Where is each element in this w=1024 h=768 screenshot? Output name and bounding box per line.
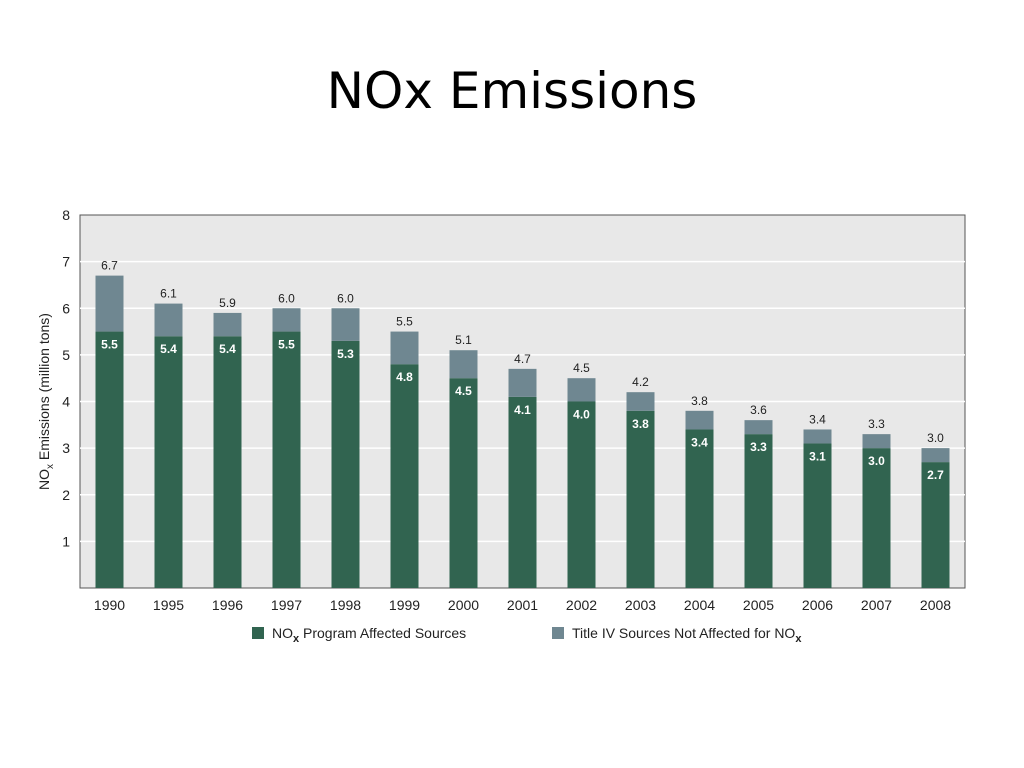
data-label: 5.4 — [219, 342, 236, 356]
y-tick-label: 4 — [62, 394, 70, 410]
total-label: 3.8 — [691, 394, 708, 408]
bar-segment-title-iv-1999[interactable] — [390, 331, 419, 365]
bar-segment-program-2006[interactable] — [803, 443, 832, 588]
x-tick-label: 2007 — [861, 597, 892, 613]
bar-segment-program-1998[interactable] — [331, 340, 360, 588]
bar-segment-program-2000[interactable] — [449, 378, 478, 588]
bar-segment-title-iv-1997[interactable] — [272, 308, 301, 332]
bar-segment-title-iv-2003[interactable] — [626, 392, 655, 411]
x-tick-label: 1990 — [94, 597, 125, 613]
y-tick-label: 7 — [62, 254, 70, 270]
x-tick-label: 2005 — [743, 597, 774, 613]
x-tick-label: 2001 — [507, 597, 538, 613]
x-tick-label: 2006 — [802, 597, 833, 613]
bar-segment-program-2005[interactable] — [744, 434, 773, 588]
x-tick-label: 2008 — [920, 597, 951, 613]
total-label: 4.2 — [632, 375, 649, 389]
total-label: 4.7 — [514, 352, 531, 366]
x-tick-label: 2004 — [684, 597, 715, 613]
bar-segment-program-2001[interactable] — [508, 396, 537, 588]
data-label: 3.1 — [809, 449, 826, 463]
y-tick-label: 2 — [62, 487, 70, 503]
x-tick-label: 1996 — [212, 597, 243, 613]
bar-segment-title-iv-2005[interactable] — [744, 420, 773, 435]
bar-segment-program-1995[interactable] — [154, 336, 183, 588]
bar-segment-title-iv-1990[interactable] — [95, 275, 124, 332]
total-label: 6.1 — [160, 287, 177, 301]
bar-segment-title-iv-2007[interactable] — [862, 434, 891, 449]
data-label: 4.0 — [573, 408, 590, 422]
bar-segment-program-2007[interactable] — [862, 448, 891, 588]
x-tick-label: 2002 — [566, 597, 597, 613]
total-label: 6.0 — [337, 291, 354, 305]
y-tick-label: 8 — [62, 207, 70, 223]
legend-swatch-title-iv — [552, 627, 564, 639]
x-tick-label: 1999 — [389, 597, 420, 613]
data-label: 3.8 — [632, 417, 649, 431]
data-label: 3.4 — [691, 435, 708, 449]
bar-segment-program-2003[interactable] — [626, 410, 655, 588]
total-label: 5.5 — [396, 315, 413, 329]
x-tick-label: 2000 — [448, 597, 479, 613]
y-tick-label: 6 — [62, 300, 70, 316]
data-label: 4.1 — [514, 403, 531, 417]
bar-segment-program-1999[interactable] — [390, 364, 419, 588]
bar-segment-title-iv-2008[interactable] — [921, 448, 950, 463]
data-label: 3.3 — [750, 440, 767, 454]
legend-label-program: NOx Program Affected Sources — [272, 625, 466, 645]
bar-segment-program-2004[interactable] — [685, 429, 714, 588]
slide-title: NOx Emissions — [326, 62, 698, 120]
legend-swatch-program — [252, 627, 264, 639]
total-label: 3.6 — [750, 403, 767, 417]
total-label: 3.4 — [809, 412, 826, 426]
data-label: 5.5 — [278, 338, 295, 352]
total-label: 3.0 — [927, 431, 944, 445]
bar-segment-title-iv-2006[interactable] — [803, 429, 832, 444]
legend-label-title-iv: Title IV Sources Not Affected for NOx — [572, 625, 802, 645]
x-tick-label: 2003 — [625, 597, 656, 613]
bar-segment-title-iv-2001[interactable] — [508, 368, 537, 397]
x-tick-label: 1997 — [271, 597, 302, 613]
bar-segment-title-iv-1996[interactable] — [213, 312, 242, 337]
bar-segment-title-iv-2004[interactable] — [685, 410, 714, 430]
bar-segment-title-iv-1995[interactable] — [154, 303, 183, 337]
y-tick-label: 1 — [62, 533, 70, 549]
bar-segment-title-iv-2002[interactable] — [567, 378, 596, 402]
bar-segment-program-1996[interactable] — [213, 336, 242, 588]
data-label: 4.5 — [455, 384, 472, 398]
total-label: 5.9 — [219, 296, 236, 310]
bar-segment-program-2008[interactable] — [921, 462, 950, 588]
data-label: 4.8 — [396, 370, 413, 384]
total-label: 4.5 — [573, 361, 590, 375]
total-label: 5.1 — [455, 333, 472, 347]
total-label: 6.0 — [278, 291, 295, 305]
y-tick-label: 5 — [62, 347, 70, 363]
bar-segment-title-iv-1998[interactable] — [331, 308, 360, 341]
bar-segment-title-iv-2000[interactable] — [449, 350, 478, 379]
x-tick-label: 1998 — [330, 597, 361, 613]
bar-segment-program-1990[interactable] — [95, 331, 124, 588]
bar-segment-program-1997[interactable] — [272, 331, 301, 588]
data-label: 2.7 — [927, 468, 944, 482]
x-tick-label: 1995 — [153, 597, 184, 613]
y-tick-label: 3 — [62, 440, 70, 456]
total-label: 6.7 — [101, 259, 118, 273]
data-label: 5.3 — [337, 347, 354, 361]
data-label: 5.5 — [101, 338, 118, 352]
bar-segment-program-2002[interactable] — [567, 401, 596, 589]
data-label: 3.0 — [868, 454, 885, 468]
y-axis-title: NOx Emissions (million tons) — [36, 313, 56, 490]
data-label: 5.4 — [160, 342, 177, 356]
total-label: 3.3 — [868, 417, 885, 431]
